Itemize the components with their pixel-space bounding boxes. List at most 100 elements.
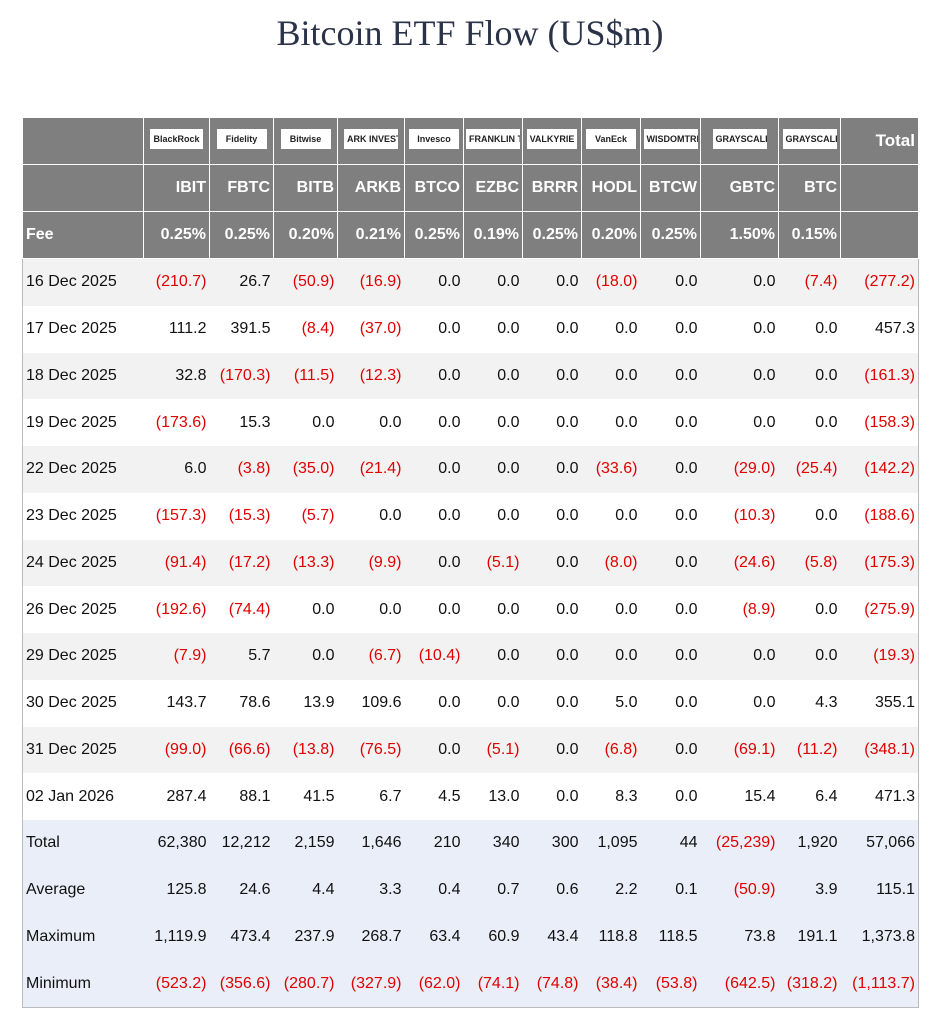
row-label: 17 Dec 2025 — [26, 320, 117, 338]
issuer-logo: VanEck — [586, 128, 636, 149]
flow-value: 210 — [404, 820, 464, 867]
flow-value: (7.9) — [143, 633, 210, 680]
flow-value: 0.0 — [556, 413, 579, 431]
flow-value: (142.2) — [840, 446, 919, 493]
total-header: Total — [840, 117, 919, 165]
flow-value: 0.0 — [640, 352, 701, 400]
flow-value: 73.8 — [700, 913, 779, 961]
flow-value: 2,159 — [273, 820, 338, 867]
flow-value: 44 — [640, 820, 701, 867]
page-title: Bitcoin ETF Flow (US$m) — [276, 13, 664, 53]
flow-value: (5.1) — [463, 726, 523, 774]
flow-value: 0.0 — [522, 258, 582, 306]
blank-cell — [840, 164, 919, 212]
flow-value: 0.0 — [497, 413, 520, 431]
flow-value: 0.0 — [379, 507, 402, 525]
row-label: Total — [22, 820, 144, 867]
flow-value: 0.0 — [753, 694, 776, 712]
flow-value: 0.0 — [640, 258, 701, 306]
flow-value: 0.0 — [640, 446, 701, 493]
fee: 0.25% — [640, 211, 701, 259]
flow-value: 355.1 — [874, 694, 915, 712]
flow-value: 0.0 — [463, 352, 523, 400]
flow-value: 0.0 — [615, 320, 638, 338]
flow-value: 340 — [463, 820, 523, 867]
flow-value: 0.0 — [312, 600, 335, 618]
flow-value: (277.2) — [840, 258, 919, 306]
flow-value: 4.3 — [815, 694, 838, 712]
ticker: ARKB — [337, 164, 405, 212]
flow-value: (37.0) — [359, 320, 402, 338]
flow-value: 473.4 — [209, 913, 274, 961]
flow-value: 115.1 — [840, 866, 919, 914]
flow-value: (50.9) — [273, 258, 338, 306]
flow-value: (19.3) — [840, 633, 919, 680]
flow-value: (74.1) — [463, 960, 523, 1008]
flow-value: 0.0 — [815, 320, 838, 338]
flow-value: (99.0) — [143, 726, 210, 774]
issuer-logo: VALKYRIE — [526, 128, 578, 149]
summary-row: Minimum (523.2) (356.6) (280.7) (327.9) (62.0… — [22, 960, 919, 1008]
flow-value: (25,239) — [700, 820, 779, 867]
flow-value: 13.0 — [488, 787, 520, 805]
flow-value: (33.6) — [581, 446, 641, 493]
row-label: 26 Dec 2025 — [26, 600, 117, 618]
flow-value: 15.4 — [744, 787, 776, 805]
ticker: EZBC — [463, 164, 523, 212]
flow-value: 57,066 — [840, 820, 919, 867]
issuer-logo: GRAYSCALE — [712, 128, 767, 149]
flow-value: 62,380 — [143, 820, 210, 867]
flow-value: (74.4) — [228, 600, 271, 618]
flow-value: 88.1 — [239, 787, 271, 805]
fee: 1.50% — [700, 211, 779, 259]
flow-value: 12,212 — [209, 820, 274, 867]
flow-value: (6.8) — [581, 726, 641, 774]
flow-value: 0.0 — [438, 694, 461, 712]
date-row: 02 Jan 2026 287.4 88.1 41.5 6.7 4.5 13.0 0.0 8.3… — [23, 773, 919, 820]
flow-value: 3.9 — [778, 866, 841, 914]
row-label: Maximum — [22, 913, 144, 961]
flow-value: (53.8) — [640, 960, 701, 1008]
flow-value: 0.0 — [522, 726, 582, 774]
date-row: 16 Dec 2025 (210.7) 26.7 (50.9) (16.9) 0.0 0.0… — [22, 258, 919, 306]
flow-value: 2.2 — [581, 866, 641, 914]
flow-value: (642.5) — [700, 960, 779, 1008]
flow-value: 1,119.9 — [143, 913, 210, 961]
flow-value: (8.4) — [301, 320, 335, 338]
date-row: 29 Dec 2025 (7.9) 5.7 0.0 (6.7) (10.4) 0.0 0.0 0… — [22, 633, 919, 680]
flow-value: 287.4 — [166, 787, 207, 805]
date-row: 19 Dec 2025 (173.6) 15.3 0.0 0.0 0.0 0.0 0.0 0.0… — [23, 399, 919, 446]
flow-value: (8.9) — [742, 600, 776, 618]
flow-value: 5.0 — [615, 694, 638, 712]
flow-value: (188.6) — [864, 507, 915, 525]
flow-value: 0.0 — [404, 352, 464, 400]
flow-value: 60.9 — [463, 913, 523, 961]
flow-value: 0.0 — [404, 258, 464, 306]
flow-value: 268.7 — [337, 913, 405, 961]
flow-value: 0.0 — [753, 320, 776, 338]
flow-value: 0.0 — [438, 507, 461, 525]
flow-value: (348.1) — [840, 726, 919, 774]
fee: 0.25% — [209, 211, 274, 259]
flow-value: 457.3 — [874, 320, 915, 338]
row-label: 23 Dec 2025 — [26, 507, 117, 525]
flow-value: (158.3) — [864, 413, 915, 431]
flow-value: 0.0 — [497, 507, 520, 525]
flow-value: (74.8) — [522, 960, 582, 1008]
flow-value: 0.0 — [556, 787, 579, 805]
row-label: 18 Dec 2025 — [22, 352, 144, 400]
flow-value: (25.4) — [778, 446, 841, 493]
flow-value: 0.0 — [778, 352, 841, 400]
flow-value: (318.2) — [778, 960, 841, 1008]
flow-value: 0.0 — [438, 413, 461, 431]
flow-value: (1,113.7) — [840, 960, 919, 1008]
issuer-logo: BlackRock — [150, 128, 203, 149]
summary-row: Maximum 1,119.9 473.4 237.9 268.7 63.4 60.9 43.… — [22, 913, 919, 961]
flow-value: (69.1) — [700, 726, 779, 774]
flow-value: 4.4 — [273, 866, 338, 914]
flow-value: (38.4) — [581, 960, 641, 1008]
summary-row: Average 125.8 24.6 4.4 3.3 0.4 0.7 0.6 2.2 0.1 (50… — [22, 866, 919, 914]
flow-value: 0.0 — [815, 413, 838, 431]
flow-value: 78.6 — [239, 694, 271, 712]
